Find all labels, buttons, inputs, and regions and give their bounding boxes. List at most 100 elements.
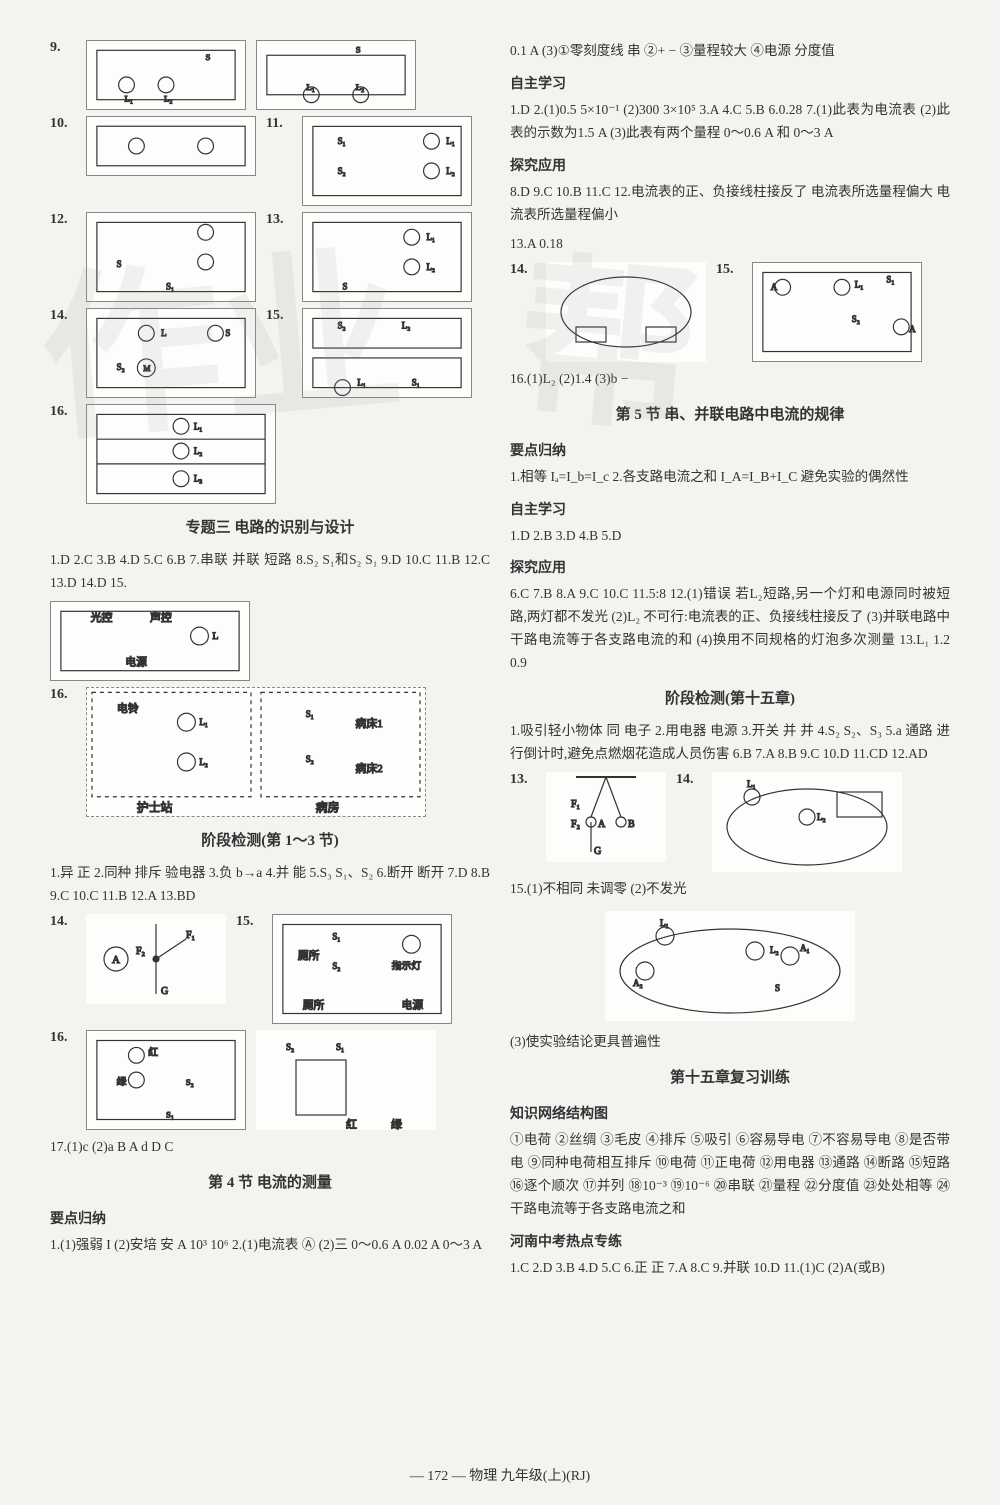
svg-text:S: S — [117, 259, 122, 269]
keypoints-text: 1.(1)强弱 I (2)安培 安 A 10³ 10⁶ 2.(1)电流表 Ⓐ (… — [50, 1234, 490, 1257]
svg-text:L₂: L₂ — [402, 320, 411, 330]
svg-text:电铃: 电铃 — [117, 701, 139, 715]
label-13: 13. — [266, 212, 288, 228]
r-label-15: 15. — [716, 262, 738, 278]
label-10: 10. — [50, 116, 72, 132]
svg-text:L: L — [161, 328, 166, 338]
diagram-16-row: 16. L₁L₂L₃ — [50, 404, 490, 504]
svg-text:病床1: 病床1 — [355, 716, 382, 730]
svg-text:L₁: L₁ — [306, 82, 315, 92]
svg-text:S₂: S₂ — [338, 166, 346, 176]
svg-text:S₁: S₁ — [338, 136, 346, 146]
topic3-answers: 1.D 2.C 3.B 4.D 5.C 6.B 7.串联 并联 短路 8.S₂ … — [50, 549, 490, 595]
svg-text:S₁: S₁ — [166, 282, 174, 292]
svg-text:S: S — [206, 52, 211, 62]
svg-text:L₁: L₁ — [125, 94, 134, 104]
circuit-diagram-light-sound: 光控 声控 L 电源 — [50, 601, 250, 681]
circuit-diagram-r14 — [546, 262, 706, 362]
svg-text:L₁: L₁ — [855, 279, 864, 289]
svg-text:S₂: S₂ — [286, 1042, 294, 1052]
svg-text:S₂: S₂ — [306, 754, 314, 764]
svg-text:A: A — [909, 323, 916, 333]
svg-text:L₃: L₃ — [194, 474, 203, 484]
circuit-diagram-redgreen: S₂ S₁ 红 绿 — [256, 1030, 436, 1130]
cont-text: 0.1 A (3)①零刻度线 串 ②+ − ③量程较大 ④电源 分度值 — [510, 40, 950, 63]
circuit-diagram-r14b: L₁L₂ — [712, 772, 902, 872]
svg-text:电源: 电源 — [125, 655, 147, 669]
r-label-14b: 14. — [676, 772, 698, 788]
svg-text:F₁: F₁ — [571, 799, 580, 810]
circuit-diagram-13: SL₁L₂ — [302, 212, 472, 302]
page-content: 9. L₁ L₂ S L₁ L₂ S — [50, 40, 950, 1485]
svg-text:光控: 光控 — [91, 610, 113, 624]
svg-text:L₂: L₂ — [817, 812, 826, 822]
circuit-diagram-12: S S₁ — [86, 212, 256, 302]
force-diagram-14: A F₂ F₁ G — [86, 914, 226, 1004]
stage13-title: 阶段检测(第 1～3 节) — [50, 829, 490, 850]
svg-text:L₁: L₁ — [194, 421, 203, 431]
svg-text:L₁: L₁ — [660, 918, 669, 928]
svg-text:S₁: S₁ — [336, 1042, 344, 1052]
network-head: 知识网络结构图 — [510, 1103, 950, 1123]
self-study-text: 1.D 2.(1)0.5 5×10⁻¹ (2)300 3×10⁵ 3.A 4.C… — [510, 99, 950, 145]
diagram-15-light-row: 光控 声控 L 电源 — [50, 601, 490, 681]
explore2-head: 探究应用 — [510, 557, 950, 577]
circuit-diagram-14: LS₂MS — [86, 308, 256, 398]
svg-text:S: S — [225, 328, 230, 338]
label-14b: 14. — [50, 914, 72, 930]
stage15-title: 阶段检测(第十五章) — [510, 687, 950, 708]
force-diagram-r13: F₁ F₂ A B G — [546, 772, 666, 862]
svg-text:S₁: S₁ — [306, 709, 314, 719]
svg-text:G: G — [594, 846, 601, 857]
diagram-10-11-row: 10. 11. S₁S₂L₁L₂ — [50, 116, 490, 206]
svg-text:S₂: S₂ — [332, 961, 340, 971]
svg-text:S₂: S₂ — [338, 320, 346, 330]
r-keypoints-text: 1.相等 Iₐ=I_b=I_c 2.各支路电流之和 I_A=I_B+I_C 避免… — [510, 466, 950, 489]
circuit-diagram-16c: 红 绿 S₂ S₁ — [86, 1030, 246, 1130]
circuit-diagram-16: L₁L₂L₃ — [86, 404, 276, 504]
circuit-diagram-r15: AL₁S₁S₂A — [752, 262, 922, 362]
svg-text:红: 红 — [148, 1045, 158, 1058]
svg-text:A₁: A₁ — [800, 943, 810, 953]
svg-text:L₂: L₂ — [356, 82, 365, 92]
svg-text:L₂: L₂ — [199, 757, 208, 767]
label-16b: 16. — [50, 687, 72, 703]
q15-3-text: (3)使实验结论更具普遍性 — [510, 1031, 950, 1054]
svg-text:厕所: 厕所 — [298, 949, 320, 962]
svg-text:绿: 绿 — [117, 1075, 127, 1088]
svg-text:A₂: A₂ — [633, 978, 643, 988]
label-11: 11. — [266, 116, 288, 132]
explore2-text: 6.C 7.B 8.A 9.C 10.C 11.5:8 12.(1)错误 若L₂… — [510, 583, 950, 675]
page-footer: — 172 — 物理 九年级(上)(RJ) — [0, 1465, 1000, 1485]
stage13-answers: 1.异 正 2.同种 排斥 验电器 3.负 b→a 4.并 能 5.S₃ S₁、… — [50, 862, 490, 908]
q15-text: 15.(1)不相同 未调零 (2)不发光 — [510, 878, 950, 901]
svg-text:红: 红 — [346, 1118, 357, 1130]
svg-text:S₁: S₁ — [332, 931, 340, 941]
circuit-diagram-10 — [86, 116, 256, 176]
svg-text:S: S — [775, 983, 780, 993]
svg-text:A: A — [598, 819, 606, 830]
svg-text:F₂: F₂ — [136, 946, 145, 957]
diagram-9-row: 9. L₁ L₂ S L₁ L₂ S — [50, 40, 490, 110]
q17-text: 17.(1)c (2)a B A d D C — [50, 1136, 490, 1159]
label-14: 14. — [50, 308, 72, 324]
svg-text:L₂: L₂ — [770, 945, 779, 955]
svg-text:L₁: L₁ — [427, 232, 436, 242]
svg-text:护士站: 护士站 — [137, 801, 173, 815]
svg-text:指示灯: 指示灯 — [392, 959, 422, 972]
diagram-16-nurse-row: 16. 电铃 L₁ L₂ S₁ S₂ 病床1 病床2 护士站 病房 — [50, 687, 490, 817]
svg-text:厕所: 厕所 — [303, 998, 325, 1011]
svg-text:L₁: L₁ — [446, 136, 455, 146]
circuit-diagram-15: S₂L₂L₁S₁ — [302, 308, 472, 398]
svg-text:S₂: S₂ — [186, 1077, 194, 1087]
circuit-diagram-nurse: 电铃 L₁ L₂ S₁ S₂ 病床1 病床2 护士站 病房 — [86, 687, 426, 817]
svg-text:L₁: L₁ — [199, 717, 208, 727]
r-label-14: 14. — [510, 262, 532, 278]
svg-text:S: S — [356, 44, 361, 54]
stage15-text: 1.吸引轻小物体 同 电子 2.用电器 电源 3.开关 并 并 4.S₂ S₂、… — [510, 720, 950, 766]
svg-text:绿: 绿 — [391, 1117, 402, 1130]
svg-text:M: M — [143, 364, 150, 373]
diagram-16c-row: 16. 红 绿 S₂ S₁ S₂ S₁ 红 绿 — [50, 1030, 490, 1130]
svg-text:病床2: 病床2 — [355, 761, 382, 775]
r-label-13: 13. — [510, 772, 532, 788]
